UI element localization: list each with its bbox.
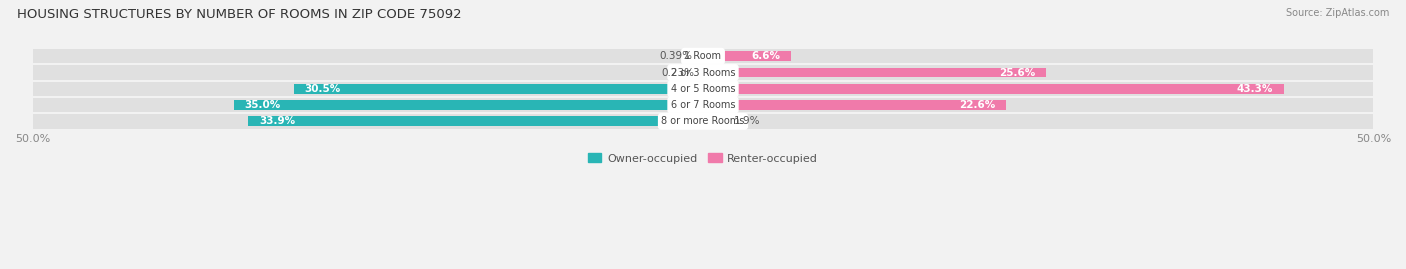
Text: 43.3%: 43.3% <box>1236 84 1272 94</box>
Bar <box>703 68 1046 77</box>
Text: 0.23%: 0.23% <box>662 68 695 77</box>
Text: 33.9%: 33.9% <box>259 116 295 126</box>
Bar <box>703 116 728 126</box>
Bar <box>703 100 1007 110</box>
Text: 1.9%: 1.9% <box>734 116 761 126</box>
Text: Source: ZipAtlas.com: Source: ZipAtlas.com <box>1285 8 1389 18</box>
Bar <box>703 84 1284 94</box>
Bar <box>294 84 703 94</box>
Bar <box>32 98 1374 112</box>
Text: 30.5%: 30.5% <box>305 84 342 94</box>
Text: 25.6%: 25.6% <box>1000 68 1035 77</box>
Text: HOUSING STRUCTURES BY NUMBER OF ROOMS IN ZIP CODE 75092: HOUSING STRUCTURES BY NUMBER OF ROOMS IN… <box>17 8 461 21</box>
Bar <box>32 114 1374 129</box>
Text: 35.0%: 35.0% <box>245 100 281 110</box>
Text: 6.6%: 6.6% <box>752 51 780 61</box>
Text: 22.6%: 22.6% <box>959 100 995 110</box>
Bar <box>32 49 1374 63</box>
Bar <box>700 68 703 77</box>
Bar <box>703 51 792 61</box>
Text: 6 or 7 Rooms: 6 or 7 Rooms <box>671 100 735 110</box>
Text: 4 or 5 Rooms: 4 or 5 Rooms <box>671 84 735 94</box>
Text: 8 or more Rooms: 8 or more Rooms <box>661 116 745 126</box>
Text: 1 Room: 1 Room <box>685 51 721 61</box>
Bar <box>697 51 703 61</box>
Legend: Owner-occupied, Renter-occupied: Owner-occupied, Renter-occupied <box>583 149 823 168</box>
Bar <box>32 82 1374 96</box>
Bar <box>32 65 1374 80</box>
Bar <box>233 100 703 110</box>
Text: 0.39%: 0.39% <box>659 51 692 61</box>
Text: 2 or 3 Rooms: 2 or 3 Rooms <box>671 68 735 77</box>
Bar <box>249 116 703 126</box>
